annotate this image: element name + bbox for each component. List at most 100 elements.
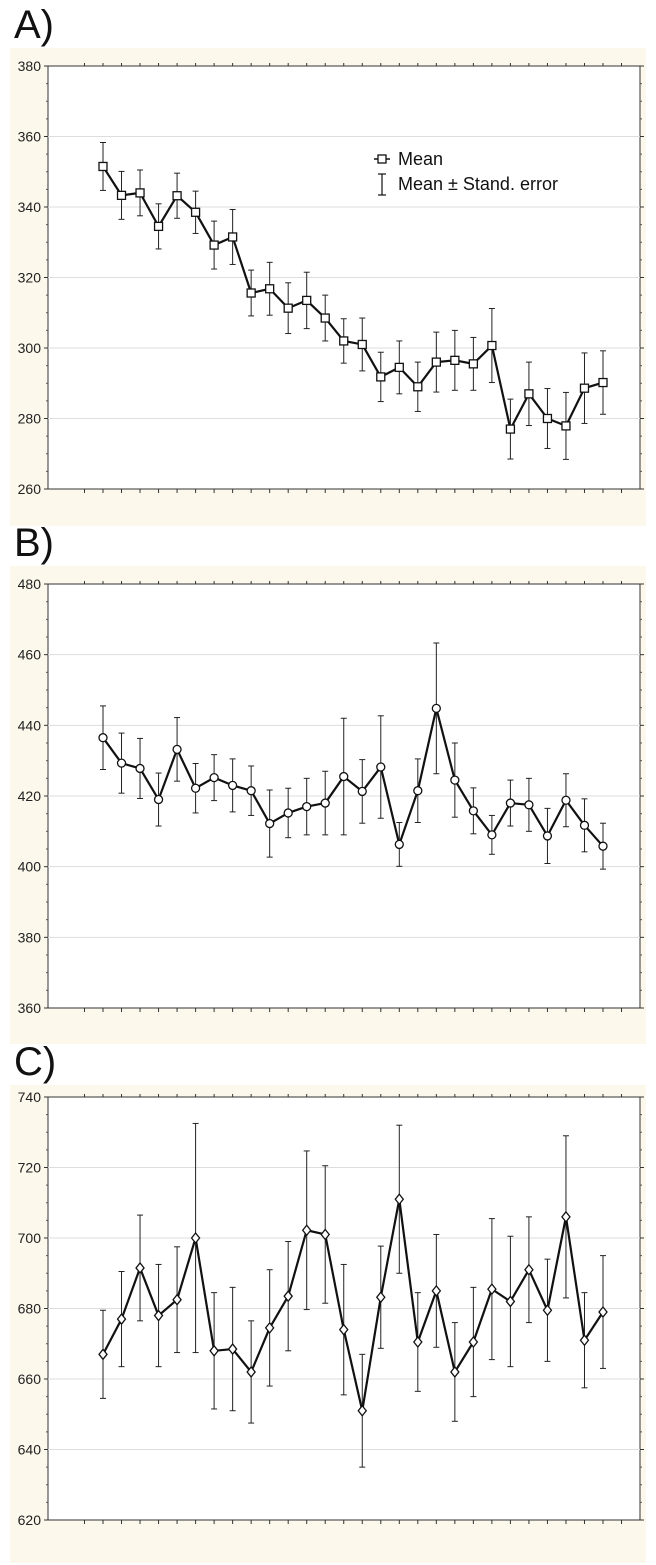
panel-b-y-tick-label: 440 [18,717,42,733]
panel-c-point [153,1309,164,1322]
panel-b-y-tick-label: 420 [18,788,42,804]
panel-c-point [394,1193,405,1206]
panel-b-point [468,806,479,816]
panel-a-chart: 260 280 300 320 340 360 380 Mean Mean ± Stand. e… [10,48,646,526]
panel-c-chart: 620 640 660 680 700 720 740 [10,1085,646,1563]
panel-a-point [209,240,219,250]
panel-a-y-tick-label: 280 [18,411,42,427]
panel-b-point [598,841,608,851]
panel-b-point [227,780,238,791]
panel-c-point [579,1334,590,1347]
panel-a-point [320,313,330,323]
panel-b-point [302,801,312,812]
panel-c-point [135,1261,145,1275]
panel-a-y-tick-label: 360 [18,129,42,145]
panel-a-point [265,284,275,294]
panel-a-point [357,339,367,350]
legend-mean-marker-icon [377,154,387,164]
panel-c-y-tick-label: 660 [18,1371,42,1387]
panel-c-point [338,1323,349,1336]
panel-c-point [450,1365,460,1378]
legend-mean-label: Mean [398,149,443,169]
panel-c-point [320,1228,331,1241]
panel-a-point [246,288,256,298]
panel-a-label: A) [14,3,54,47]
panel-c-point [283,1290,294,1303]
panel-a-point [227,232,238,242]
panel-c-point [468,1335,479,1349]
panel-a-point [487,340,497,351]
panel-b-chart: 360 380 400 420 440 460 480 [10,566,646,1044]
panel-c-y-tick-label: 720 [18,1160,42,1176]
panel-a-y-tick-label: 380 [18,58,42,74]
panel-c-point [227,1342,238,1356]
panel-c-point [301,1224,312,1237]
panel-a-point [98,161,108,172]
panel-a-point [431,357,441,367]
panel-b-point [153,794,164,805]
panel-a-point [579,383,590,393]
panel-c-point [246,1365,256,1378]
panel-b-point [542,831,553,841]
panel-b-point [246,786,256,796]
panel-c-point [375,1291,386,1304]
panel-c-point [431,1284,442,1297]
panel-b-point [209,772,219,783]
panel-b-point [320,798,330,808]
panel-b-y-tick-label: 480 [18,576,42,592]
panel-c-mean-line [102,1198,604,1412]
panel-a-point [283,303,293,313]
panel-c-point [190,1231,201,1245]
panel-a-y-tick-label: 300 [18,340,42,356]
panel-c-point [487,1283,497,1296]
panel-b-point [394,839,404,850]
panel-a-point [505,424,516,434]
panel-b-point [450,775,460,785]
panel-a-point [413,382,423,392]
panel-a-point [394,362,404,373]
panel-a-point [598,377,608,388]
panel-b-point [376,762,386,772]
panel-c-y-tick-label: 740 [18,1089,42,1105]
panel-c-point [524,1263,534,1276]
panel-b-y-tick-label: 400 [18,859,42,875]
panel-c-point [357,1404,368,1417]
panel-a-point [135,188,145,198]
panel-a-point [542,413,553,424]
panel-a-point [116,190,127,201]
panel-c-y-tick-label: 620 [18,1512,42,1528]
panel-b-y-tick-label: 380 [18,929,42,945]
panel-a-point [339,336,349,346]
panel-c-point [116,1313,127,1326]
panel-c-y-tick-label: 680 [18,1301,42,1317]
panel-b-point [505,798,516,808]
panel-b-point [431,703,441,714]
panel-c-point [598,1305,608,1319]
legend-error-label: Mean ± Stand. error [398,174,558,194]
panel-c-y-tick-label: 700 [18,1230,42,1246]
panel-a-y-tick-label: 260 [18,481,42,497]
panel-b-point [487,830,497,840]
panel-b-point [579,820,590,830]
panel-b-point [98,733,108,743]
panel-b-y-tick-label: 460 [18,647,42,663]
panel-a-point [524,389,534,399]
legend: Mean Mean ± Stand. error [374,149,558,196]
panel-c-point [542,1304,553,1317]
panel-c-point [412,1335,423,1349]
panel-a-point [376,372,386,382]
panel-b-point [413,786,423,796]
panel-b-point [172,744,182,755]
panel-b-point [190,783,201,793]
panel-c-point [98,1348,108,1361]
panel-a-y-tick-label: 320 [18,270,42,286]
panel-c-point [264,1321,275,1334]
panel-c-label: C) [14,1040,57,1084]
panel-c-y-tick-label: 640 [18,1442,42,1458]
panel-c-point [505,1295,516,1308]
panel-b-mean-line [102,707,604,847]
panel-b-point [524,800,534,810]
panel-c-point [561,1210,571,1223]
panel-c-point [172,1293,182,1306]
